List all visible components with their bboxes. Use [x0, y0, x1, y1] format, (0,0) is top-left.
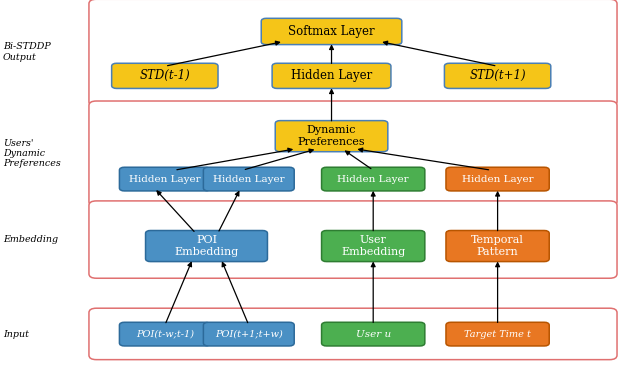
- FancyBboxPatch shape: [89, 308, 617, 360]
- Text: POI(t+1;t+w): POI(t+1;t+w): [215, 330, 282, 339]
- Text: Dynamic
Preferences: Dynamic Preferences: [298, 125, 365, 147]
- Text: POI
Embedding: POI Embedding: [174, 235, 239, 257]
- Text: Embedding: Embedding: [3, 235, 58, 244]
- FancyBboxPatch shape: [322, 231, 425, 262]
- FancyBboxPatch shape: [89, 101, 617, 206]
- FancyBboxPatch shape: [322, 322, 425, 346]
- FancyBboxPatch shape: [89, 201, 617, 278]
- Text: Bi-STDDP
Output: Bi-STDDP Output: [3, 42, 51, 61]
- Text: Target Time t: Target Time t: [464, 330, 531, 339]
- Text: Temporal
Pattern: Temporal Pattern: [471, 235, 524, 257]
- Text: Hidden Layer: Hidden Layer: [337, 175, 409, 184]
- FancyBboxPatch shape: [322, 167, 425, 191]
- FancyBboxPatch shape: [119, 322, 210, 346]
- FancyBboxPatch shape: [203, 167, 294, 191]
- Text: POI(t-w;t-1): POI(t-w;t-1): [136, 330, 194, 339]
- FancyBboxPatch shape: [89, 0, 617, 106]
- Text: User
Embedding: User Embedding: [341, 235, 406, 257]
- Text: Input: Input: [3, 330, 29, 339]
- Text: STD(t-1): STD(t-1): [139, 69, 190, 83]
- FancyBboxPatch shape: [272, 63, 391, 88]
- FancyBboxPatch shape: [146, 231, 267, 262]
- FancyBboxPatch shape: [275, 121, 388, 152]
- FancyBboxPatch shape: [444, 63, 551, 88]
- Text: Users'
Dynamic
Preferences: Users' Dynamic Preferences: [3, 139, 61, 168]
- Text: Softmax Layer: Softmax Layer: [288, 25, 375, 38]
- FancyBboxPatch shape: [446, 322, 549, 346]
- FancyBboxPatch shape: [203, 322, 294, 346]
- Text: Hidden Layer: Hidden Layer: [291, 69, 372, 83]
- Text: Hidden Layer: Hidden Layer: [213, 175, 285, 184]
- FancyBboxPatch shape: [119, 167, 210, 191]
- FancyBboxPatch shape: [112, 63, 218, 88]
- FancyBboxPatch shape: [446, 231, 549, 262]
- Text: User u: User u: [356, 330, 391, 339]
- FancyBboxPatch shape: [446, 167, 549, 191]
- Text: Hidden Layer: Hidden Layer: [129, 175, 201, 184]
- Text: STD(t+1): STD(t+1): [469, 69, 526, 83]
- Text: Hidden Layer: Hidden Layer: [462, 175, 534, 184]
- FancyBboxPatch shape: [261, 18, 402, 44]
